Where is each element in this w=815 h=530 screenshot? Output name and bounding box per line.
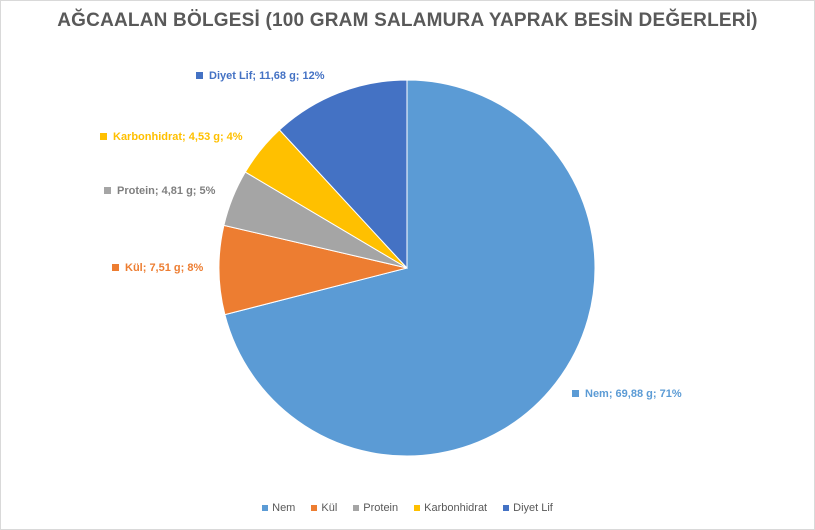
legend-item: Karbonhidrat [414,502,487,514]
legend-label: Protein [363,502,399,514]
data-label-swatch [572,390,579,397]
data-label: Kül; 7,51 g; 8% [125,262,203,274]
data-label-swatch [100,133,107,140]
legend-swatch [311,505,318,511]
data-label: Diyet Lif; 11,68 g; 12% [209,70,325,82]
pie-slice-diyet-lif [278,79,408,270]
legend-item: Nem [262,502,295,514]
data-label: Karbonhidrat; 4,53 g; 4% [113,131,243,143]
legend-item: Kül [311,502,337,514]
legend-swatch [262,505,269,511]
chart-legend: Nem Kül Protein Karbonhidrat Diyet Lif [0,502,815,514]
data-label-swatch [196,72,203,79]
legend-swatch [353,505,360,511]
legend-item: Diyet Lif [503,502,553,514]
data-label: Nem; 69,88 g; 71% [585,388,682,400]
pie-slice-nem [224,79,596,457]
data-label: Protein; 4,81 g; 5% [117,185,216,197]
legend-swatch [503,505,510,511]
legend-label: Diyet Lif [513,502,553,514]
data-label-swatch [112,264,119,271]
legend-label: Nem [272,502,296,514]
data-label-swatch [104,187,111,194]
legend-label: Kül [321,502,338,514]
legend-item: Protein [353,502,398,514]
legend-swatch [414,505,421,511]
pie-chart: Nem; 69,88 g; 71% Kül; 7,51 g; 8% Protein;… [100,70,682,457]
legend-label: Karbonhidrat [424,502,488,514]
chart-title: AĞCAALAN BÖLGESİ (100 GRAM SALAMURA YAPR… [57,10,758,31]
